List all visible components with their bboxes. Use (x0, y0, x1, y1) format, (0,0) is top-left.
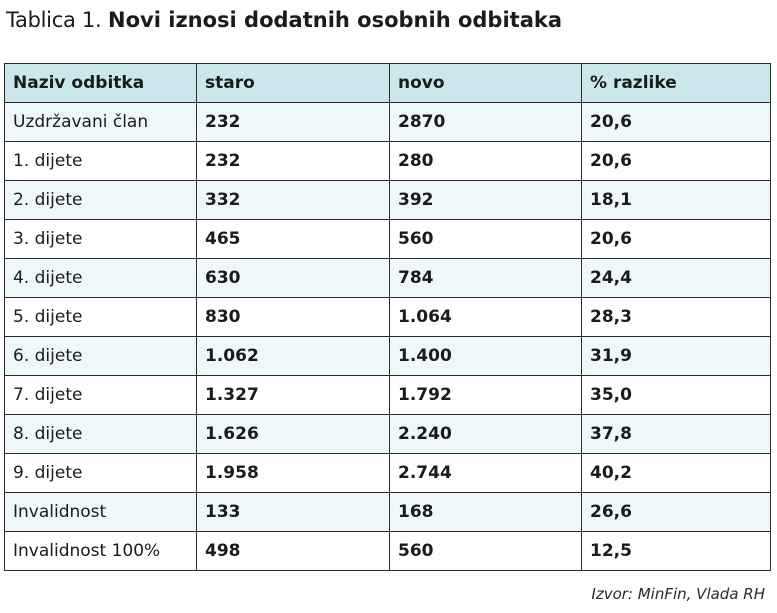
cell-novo: 560 (389, 219, 582, 259)
column-header-naziv: Naziv odbitka (4, 63, 197, 103)
cell-novo: 168 (389, 492, 582, 532)
source-note: Izvor: MinFin, Vlada RH (591, 585, 765, 603)
cell-novo: 2.744 (389, 453, 582, 493)
cell-naziv: 5. dijete (4, 297, 197, 337)
column-header-razlika: % razlike (581, 63, 771, 103)
cell-staro: 630 (196, 258, 390, 298)
column-header-staro: staro (196, 63, 390, 103)
cell-novo: 280 (389, 141, 582, 181)
cell-naziv: 7. dijete (4, 375, 197, 415)
cell-novo: 1.064 (389, 297, 582, 337)
cell-staro: 1.327 (196, 375, 390, 415)
cell-naziv: 6. dijete (4, 336, 197, 376)
cell-staro: 232 (196, 102, 390, 142)
cell-novo: 560 (389, 531, 582, 571)
table-caption: Tablica 1. Novi iznosi dodatnih osobnih … (6, 6, 562, 34)
table-row: 5. dijete 830 1.064 28,3 (4, 297, 771, 337)
cell-staro: 465 (196, 219, 390, 259)
header-row: Naziv odbitka staro novo % razlike (4, 63, 771, 103)
table-header: Naziv odbitka staro novo % razlike (4, 63, 771, 103)
table-row: 9. dijete 1.958 2.744 40,2 (4, 453, 771, 493)
cell-staro: 232 (196, 141, 390, 181)
cell-staro: 830 (196, 297, 390, 337)
cell-naziv: 3. dijete (4, 219, 197, 259)
cell-staro: 498 (196, 531, 390, 571)
cell-staro: 1.958 (196, 453, 390, 493)
table-row: 4. dijete 630 784 24,4 (4, 258, 771, 298)
cell-razlika: 20,6 (581, 141, 771, 181)
cell-razlika: 28,3 (581, 297, 771, 337)
cell-naziv: 2. dijete (4, 180, 197, 220)
cell-razlika: 40,2 (581, 453, 771, 493)
cell-novo: 2870 (389, 102, 582, 142)
cell-razlika: 18,1 (581, 180, 771, 220)
cell-novo: 2.240 (389, 414, 582, 454)
table-row: 6. dijete 1.062 1.400 31,9 (4, 336, 771, 376)
cell-razlika: 20,6 (581, 102, 771, 142)
cell-razlika: 31,9 (581, 336, 771, 376)
cell-razlika: 24,4 (581, 258, 771, 298)
cell-staro: 1.626 (196, 414, 390, 454)
cell-staro: 332 (196, 180, 390, 220)
cell-staro: 133 (196, 492, 390, 532)
column-header-novo: novo (389, 63, 582, 103)
cell-naziv: 9. dijete (4, 453, 197, 493)
cell-razlika: 20,6 (581, 219, 771, 259)
cell-naziv: Invalidnost (4, 492, 197, 532)
table-row: 7. dijete 1.327 1.792 35,0 (4, 375, 771, 415)
table-row: Invalidnost 133 168 26,6 (4, 492, 771, 532)
table-row: Uzdržavani član 232 2870 20,6 (4, 102, 771, 142)
cell-novo: 392 (389, 180, 582, 220)
cell-razlika: 26,6 (581, 492, 771, 532)
cell-razlika: 37,8 (581, 414, 771, 454)
cell-naziv: 1. dijete (4, 141, 197, 181)
cell-staro: 1.062 (196, 336, 390, 376)
cell-razlika: 35,0 (581, 375, 771, 415)
deductions-table: Naziv odbitka staro novo % razlike Uzdrž… (4, 63, 771, 571)
table-row: 3. dijete 465 560 20,6 (4, 219, 771, 259)
cell-razlika: 12,5 (581, 531, 771, 571)
table-row: Invalidnost 100% 498 560 12,5 (4, 531, 771, 571)
cell-naziv: 8. dijete (4, 414, 197, 454)
table-body: Uzdržavani član 232 2870 20,6 1. dijete … (4, 102, 771, 571)
cell-novo: 1.400 (389, 336, 582, 376)
table-row: 8. dijete 1.626 2.240 37,8 (4, 414, 771, 454)
cell-naziv: 4. dijete (4, 258, 197, 298)
caption-prefix: Tablica 1. (6, 8, 102, 32)
cell-naziv: Uzdržavani član (4, 102, 197, 142)
cell-novo: 1.792 (389, 375, 582, 415)
cell-novo: 784 (389, 258, 582, 298)
caption-title: Novi iznosi dodatnih osobnih odbitaka (108, 8, 562, 32)
table-row: 1. dijete 232 280 20,6 (4, 141, 771, 181)
cell-naziv: Invalidnost 100% (4, 531, 197, 571)
table-row: 2. dijete 332 392 18,1 (4, 180, 771, 220)
